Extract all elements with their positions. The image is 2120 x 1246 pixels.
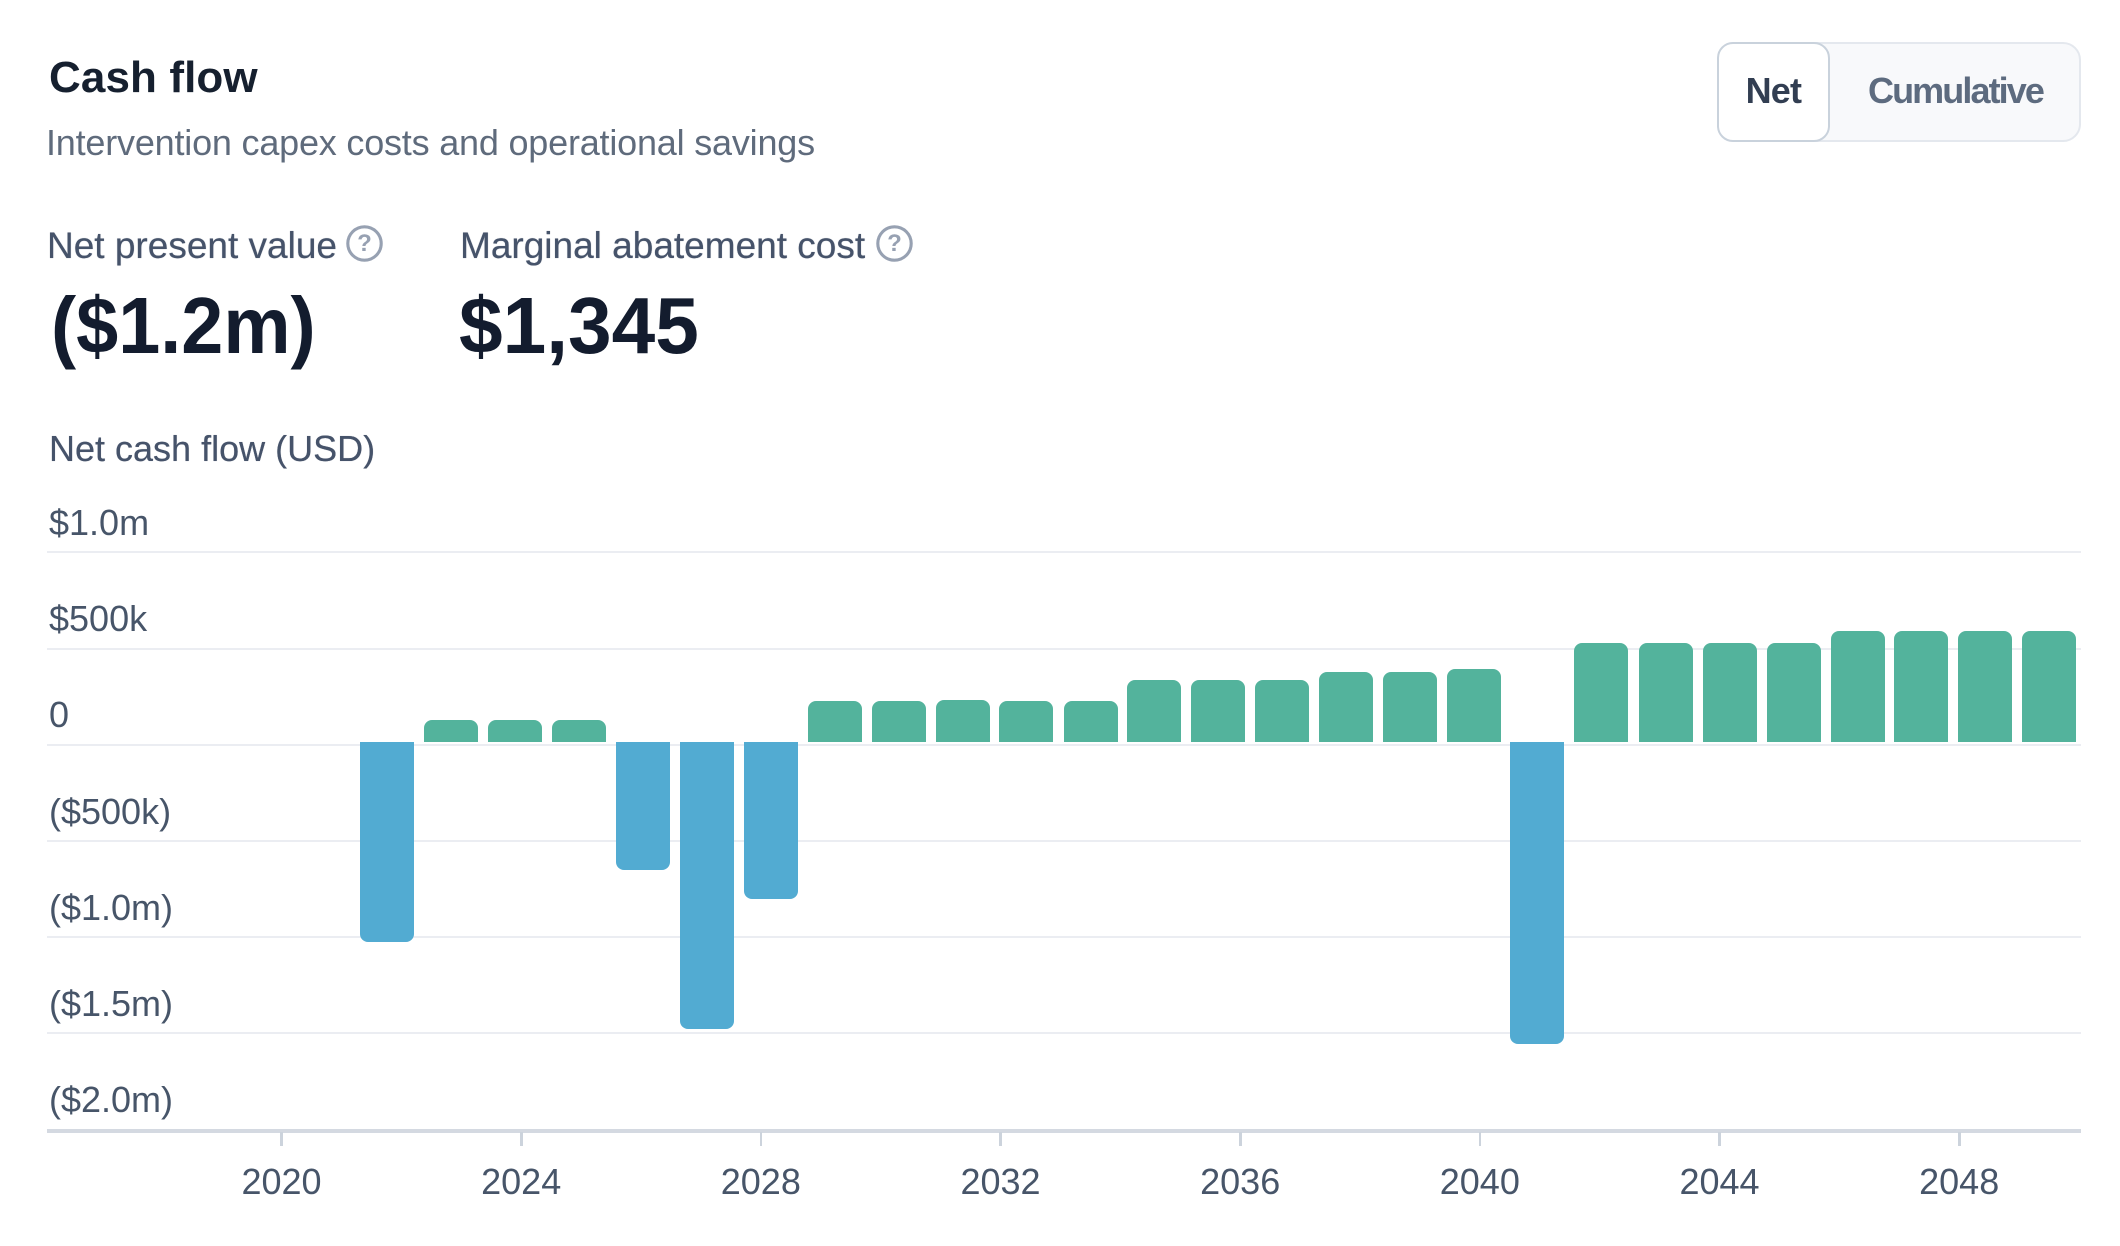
svg-text:?: ? [887,230,902,257]
svg-text:?: ? [357,230,372,257]
